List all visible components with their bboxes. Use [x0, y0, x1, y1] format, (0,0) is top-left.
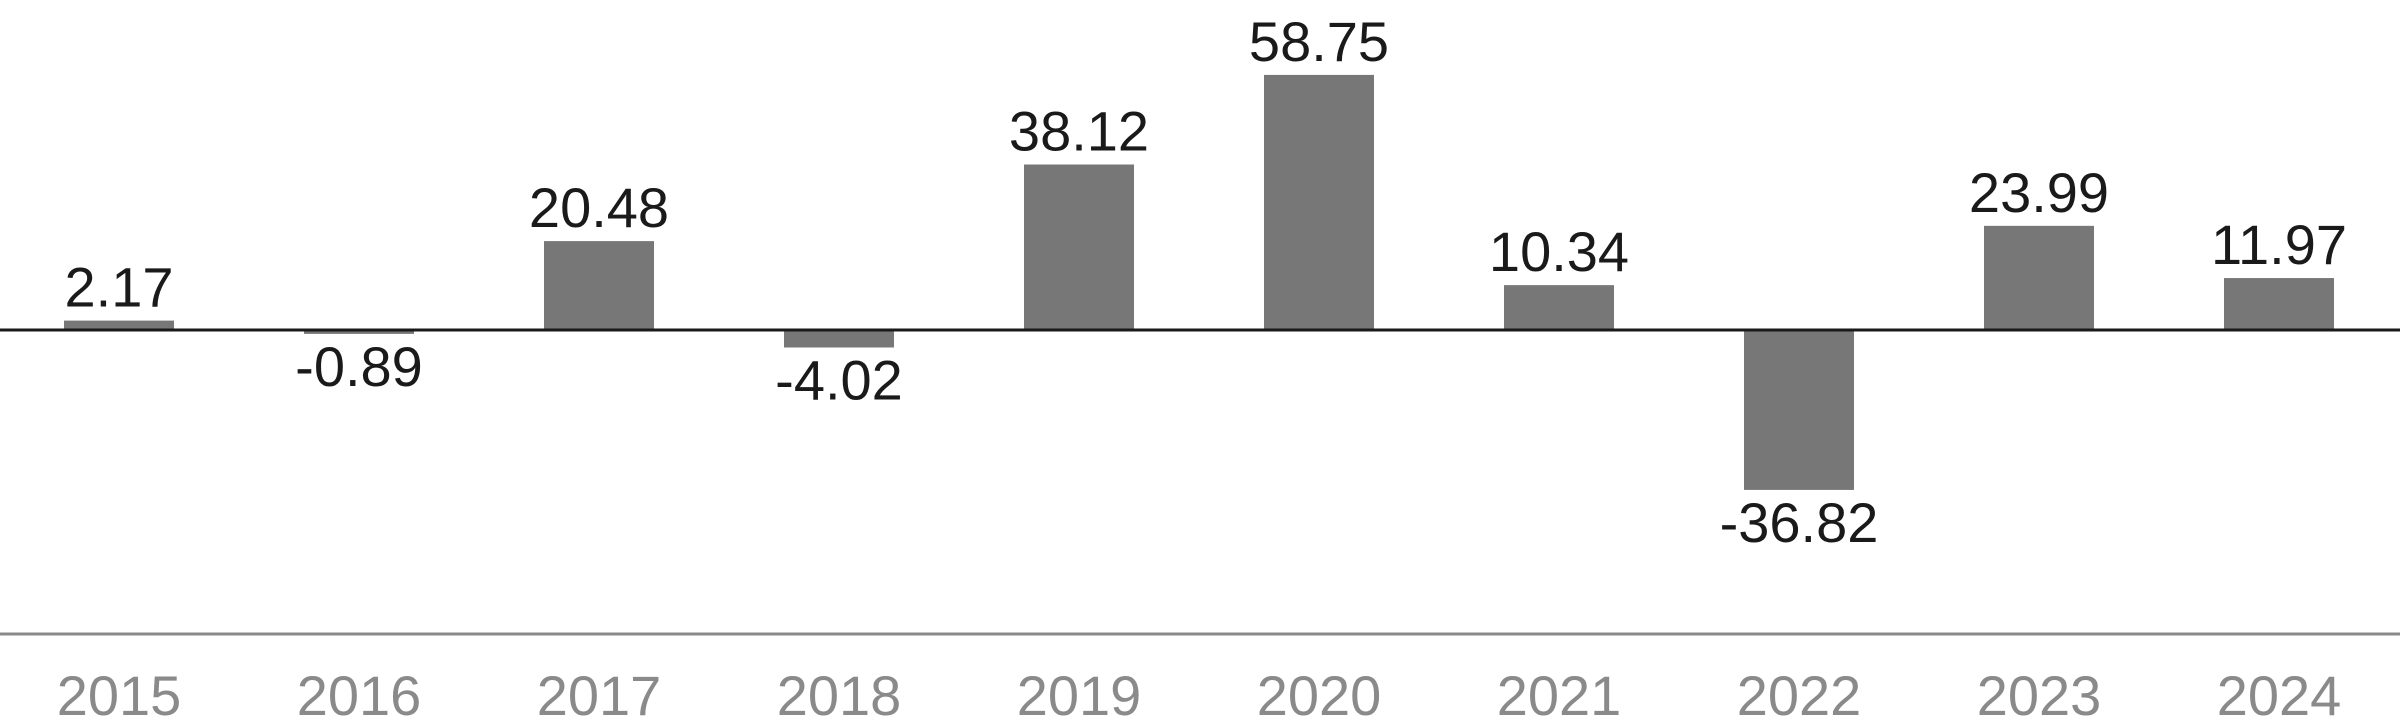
bar [1264, 74, 1374, 331]
bar [304, 330, 414, 334]
x-tick-label: 2019 [1017, 664, 1142, 725]
value-label: 23.99 [1969, 161, 2109, 224]
x-tick-label: 2021 [1497, 664, 1622, 725]
x-tick-label: 2017 [537, 664, 662, 725]
bar [2224, 278, 2334, 331]
x-tick-label: 2024 [2217, 664, 2342, 725]
bar [1504, 285, 1614, 331]
value-label: -0.89 [295, 335, 423, 398]
value-label: 20.48 [529, 176, 669, 239]
value-label: 38.12 [1009, 99, 1149, 162]
value-label: 10.34 [1489, 220, 1629, 283]
x-tick-label: 2015 [57, 664, 182, 725]
bar [784, 330, 894, 348]
value-label: -4.02 [775, 348, 903, 411]
value-label: 2.17 [65, 256, 174, 319]
x-tick-label: 2022 [1737, 664, 1862, 725]
x-tick-label: 2023 [1977, 664, 2102, 725]
bar [1024, 164, 1134, 331]
x-tick-label: 2018 [777, 664, 902, 725]
x-tick-label: 2020 [1257, 664, 1382, 725]
value-label: 58.75 [1249, 10, 1389, 73]
value-label: -36.82 [1720, 491, 1879, 554]
bar [64, 320, 174, 331]
bar [1984, 225, 2094, 331]
x-tick-label: 2016 [297, 664, 422, 725]
bar [544, 241, 654, 331]
value-label: 11.97 [2211, 213, 2347, 276]
bar [1744, 330, 1854, 490]
